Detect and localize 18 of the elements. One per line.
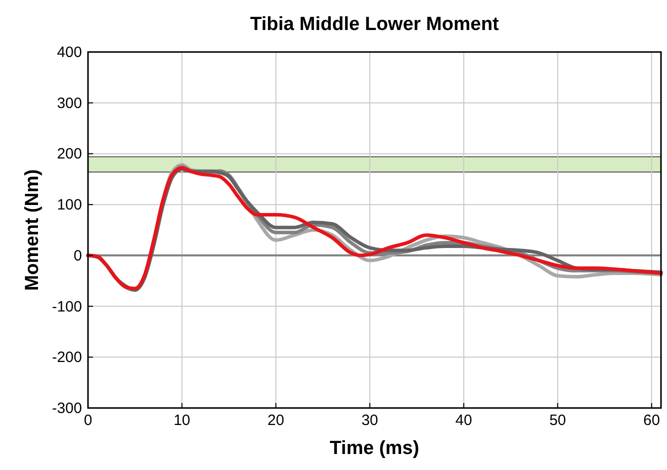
x-tick-label: 10: [174, 412, 190, 429]
x-tick-label: 0: [84, 412, 92, 429]
x-tick-label: 20: [268, 412, 284, 429]
y-tick-label: -100: [52, 298, 82, 316]
x-tick-label: 60: [643, 412, 660, 429]
y-tick-label: -300: [52, 400, 82, 417]
y-tick-label: 400: [56, 44, 82, 61]
y-tick-label: 200: [56, 146, 82, 163]
y-tick-label: 0: [74, 247, 82, 264]
x-axis-title: Time (ms): [330, 438, 420, 459]
y-tick-label: -200: [52, 349, 82, 366]
x-tick-label: 50: [549, 412, 566, 429]
y-tick-label: 100: [56, 196, 82, 214]
chart-title: Tibia Middle Lower Moment: [250, 14, 500, 35]
y-axis-title: Moment (Nm): [22, 169, 43, 291]
y-tick-label: 300: [56, 94, 82, 112]
x-tick-label: 40: [455, 412, 472, 429]
x-tick-label: 30: [361, 412, 378, 429]
